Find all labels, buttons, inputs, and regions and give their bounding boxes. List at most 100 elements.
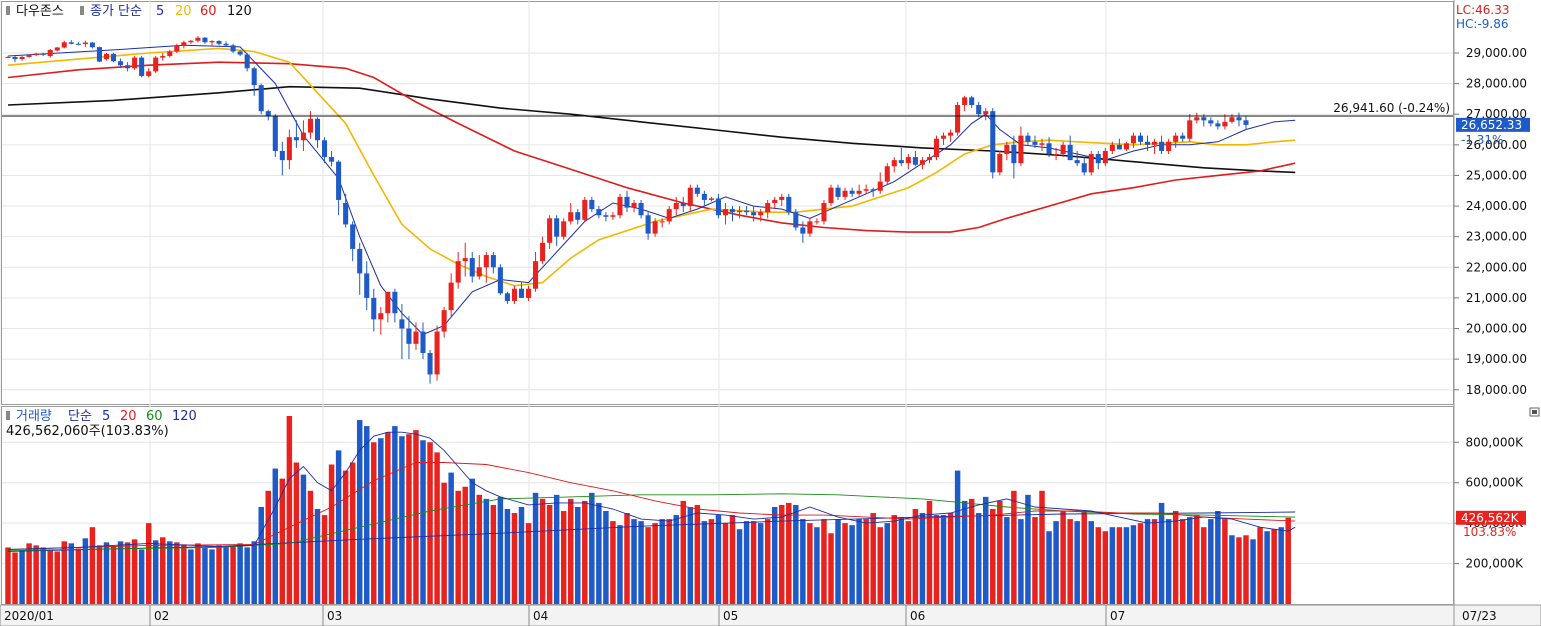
candle: [1004, 141, 1010, 161]
lc-label: LC:46.33: [1456, 3, 1509, 17]
candle: [540, 236, 546, 265]
volume-bar: [603, 511, 609, 604]
volume-bar: [786, 502, 792, 604]
volume-bar: [779, 504, 785, 604]
volume-bar: [842, 523, 848, 604]
candle: [842, 187, 848, 200]
candle: [378, 307, 384, 335]
candle: [399, 304, 405, 360]
volume-bar: [1144, 519, 1151, 604]
price-legend-handle-icon[interactable]: [6, 6, 10, 15]
price-ma-handle-icon[interactable]: [80, 6, 84, 15]
volume-bar: [1172, 511, 1179, 604]
candle: [751, 206, 757, 222]
candle: [652, 218, 658, 237]
candle: [441, 307, 447, 338]
candle: [807, 218, 813, 237]
candle: [392, 288, 398, 323]
candle: [976, 101, 982, 118]
volume-bar: [926, 500, 933, 604]
candle: [1018, 126, 1024, 167]
candle: [1208, 117, 1214, 127]
volume-bar: [223, 547, 229, 604]
volume-bar: [666, 519, 672, 604]
candle: [568, 203, 574, 225]
volume-bar: [1046, 531, 1052, 604]
volume-bar: [1165, 519, 1172, 604]
volume-bar: [1060, 511, 1066, 604]
volume-bar: [553, 494, 560, 604]
volume-bar: [659, 519, 665, 604]
candle: [933, 135, 940, 161]
volume-bar: [434, 452, 440, 604]
volume-bar: [40, 547, 46, 604]
volume-bar: [1264, 531, 1270, 604]
panel-close-icon[interactable]: [1529, 407, 1540, 417]
candle: [610, 212, 616, 220]
volume-bar: [300, 474, 307, 604]
volume-bar: [1004, 517, 1010, 604]
last-price-box: [1456, 117, 1530, 132]
last-price-label: 26,652.33: [1461, 118, 1522, 132]
candle: [863, 184, 869, 194]
previous-close-label: 26,941.60 (-0.24%): [1333, 101, 1450, 115]
candle: [884, 163, 890, 185]
candle: [286, 129, 292, 170]
candle: [737, 206, 743, 219]
candle: [680, 196, 686, 213]
candle: [188, 40, 194, 44]
volume-bar: [617, 525, 623, 604]
volume-bar: [427, 442, 433, 604]
volume-bar: [258, 506, 264, 604]
volume-bar: [167, 541, 173, 604]
candle: [1123, 141, 1129, 151]
candle: [61, 40, 67, 49]
volume-bar: [124, 542, 131, 604]
volume-bar: [54, 551, 60, 604]
month-tick-label: 04: [533, 609, 548, 623]
candle: [772, 196, 778, 210]
volume-legend: 거래량 단순 5 20 60 120 426,562,060주(103.83%): [6, 409, 197, 439]
volume-legend-handle-icon[interactable]: [6, 411, 10, 420]
volume-bar: [1236, 537, 1242, 604]
candle: [919, 157, 925, 170]
candle: [603, 212, 609, 222]
volume-bar: [293, 462, 300, 604]
month-tick-label: 05: [723, 609, 738, 623]
candle: [223, 41, 229, 47]
volume-bar: [307, 490, 314, 604]
candle: [251, 66, 257, 96]
volume-bar: [800, 519, 806, 604]
candle: [1102, 147, 1108, 167]
candle: [1067, 135, 1073, 161]
volume-bar: [905, 521, 912, 604]
candle: [511, 285, 517, 305]
volume-bar: [821, 519, 827, 604]
candle: [75, 42, 81, 46]
volume-bar: [940, 515, 947, 604]
candle: [1116, 138, 1122, 150]
candle: [1243, 115, 1249, 130]
candle: [849, 187, 855, 197]
volume-bar: [567, 498, 574, 604]
volume-bar: [968, 498, 975, 604]
volume-bar: [448, 472, 454, 604]
candle: [244, 52, 250, 72]
candle: [483, 251, 489, 283]
volume-bar: [828, 533, 834, 604]
price-tick-label: 25,000.00: [1466, 168, 1527, 182]
volume-bar: [265, 490, 272, 604]
candle: [905, 154, 911, 170]
candle: [153, 56, 159, 73]
candle: [427, 349, 433, 384]
candle: [139, 56, 145, 78]
last-volume-label: 426,562K: [1461, 511, 1520, 525]
candle: [645, 212, 651, 240]
volume-bar: [701, 521, 708, 604]
volume-ma-prefix: 단순: [68, 409, 92, 424]
volume-bar: [314, 508, 321, 604]
candle: [1166, 138, 1172, 155]
candle: [779, 193, 785, 207]
candle: [525, 285, 532, 301]
